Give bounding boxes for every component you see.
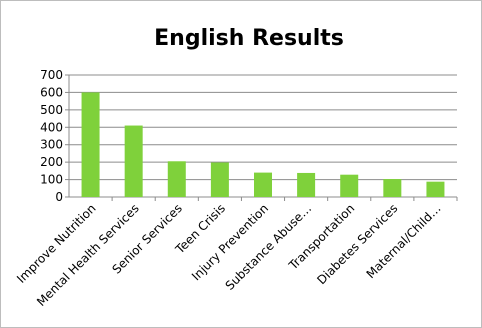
y-tick-label: 100 — [40, 173, 63, 187]
bar — [124, 125, 143, 197]
y-tick-label: 500 — [40, 103, 63, 117]
x-category-label: Improve Nutrition — [14, 201, 99, 286]
x-category-label: Maternal/Child… — [364, 201, 444, 281]
y-tick-label: 300 — [40, 138, 63, 152]
bar — [254, 172, 272, 197]
y-axis-ticks: 0 100 200 300 400 500 600 700 — [40, 68, 63, 204]
y-tick-label: 200 — [40, 155, 63, 169]
y-tick-label: 600 — [40, 85, 63, 99]
bars — [81, 92, 445, 197]
y-tick-label: 400 — [40, 120, 63, 134]
bar — [81, 92, 100, 197]
bar — [426, 181, 445, 197]
y-tick-label: 0 — [55, 190, 63, 204]
x-category-label: Diabetes Services — [314, 201, 400, 287]
bar — [383, 179, 402, 197]
bar — [210, 162, 229, 197]
x-category-label: Injury Prevention — [189, 201, 271, 283]
bar — [297, 172, 316, 197]
bar — [340, 174, 359, 197]
y-tick-label: 700 — [40, 68, 63, 82]
bar — [167, 161, 186, 197]
chart-title: English Results — [154, 26, 344, 51]
